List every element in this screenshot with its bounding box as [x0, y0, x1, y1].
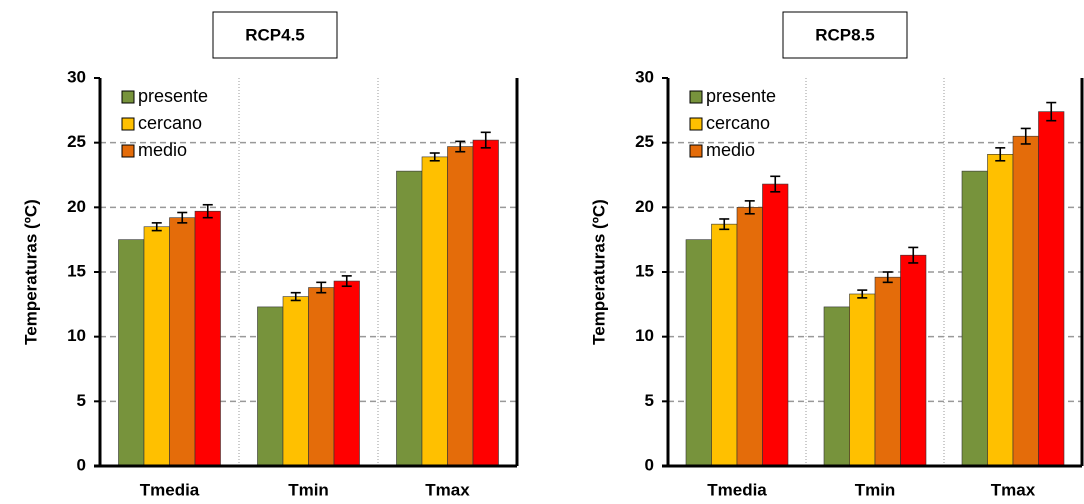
- legend-swatch: [121, 90, 135, 104]
- error-bar: [480, 131, 491, 149]
- error-bar: [857, 289, 868, 299]
- chart: RCP4.5 Temperaturas (ºC) 0 5 10 15 20 25 30 Tmedi…: [21, 11, 519, 499]
- error-bar: [770, 175, 781, 193]
- y-tick-label: 25: [67, 132, 86, 151]
- x-tick-label: Tmax: [991, 480, 1036, 499]
- error-bar: [177, 211, 188, 224]
- bar: [169, 217, 196, 467]
- bar: [421, 156, 448, 467]
- bar: [143, 226, 170, 467]
- bar: [282, 296, 309, 467]
- error-bar: [151, 222, 162, 232]
- y-tick-label: 20: [67, 197, 86, 216]
- y-tick-label: 0: [645, 455, 654, 474]
- chart: RCP8.5 Temperaturas (ºC) 0 5 10 15 20 25 30 Tmedi…: [589, 11, 1084, 499]
- bar: [257, 306, 284, 467]
- error-bar: [429, 152, 440, 162]
- chart-title: RCP4.5: [245, 25, 305, 44]
- legend-label: medio: [706, 140, 755, 160]
- y-axis-label: Temperaturas (ºC): [589, 199, 608, 345]
- error-bar: [908, 246, 919, 264]
- bar: [396, 170, 423, 467]
- bar: [823, 306, 850, 467]
- error-bar: [455, 140, 466, 153]
- legend-label: medio: [138, 140, 187, 160]
- legend-label: cercano: [706, 113, 770, 133]
- bar: [711, 223, 738, 467]
- bar: [874, 276, 901, 467]
- error-bar: [290, 291, 301, 302]
- error-bar: [202, 203, 213, 219]
- bar: [961, 170, 988, 467]
- legend-label: cercano: [138, 113, 202, 133]
- y-tick-label: 30: [67, 67, 86, 86]
- bar: [118, 239, 145, 467]
- chart-title: RCP8.5: [815, 25, 875, 44]
- legend-swatch: [689, 117, 703, 131]
- x-tick-label: Tmedia: [140, 480, 200, 499]
- y-tick-label: 0: [77, 455, 86, 474]
- error-bar: [1046, 101, 1057, 122]
- legend-label: presente: [138, 86, 208, 106]
- bar: [1012, 135, 1039, 467]
- error-bar: [719, 218, 730, 231]
- y-tick-label: 10: [67, 326, 86, 345]
- bar: [447, 146, 474, 467]
- legend-label: presente: [706, 86, 776, 106]
- y-axis-label: Temperaturas (ºC): [21, 199, 40, 345]
- legend-swatch: [689, 90, 703, 104]
- x-tick-label: Tmin: [855, 480, 896, 499]
- bar: [685, 239, 712, 467]
- bar: [849, 293, 876, 467]
- bar: [472, 139, 499, 467]
- x-tick-label: Tmax: [425, 480, 470, 499]
- y-tick-label: 20: [635, 197, 654, 216]
- bar: [762, 183, 789, 467]
- x-tick-label: Tmedia: [707, 480, 767, 499]
- bar: [1038, 111, 1065, 467]
- bar: [333, 280, 360, 467]
- y-tick-label: 30: [635, 67, 654, 86]
- y-tick-label: 10: [635, 326, 654, 345]
- bar: [308, 287, 335, 467]
- y-tick-label: 5: [645, 391, 654, 410]
- y-tick-label: 5: [77, 391, 86, 410]
- error-bar: [744, 200, 755, 215]
- error-bar: [995, 147, 1006, 162]
- error-bar: [882, 271, 893, 284]
- bar: [900, 254, 927, 467]
- legend-swatch: [689, 144, 703, 158]
- title-box: [782, 11, 908, 59]
- title-box: [212, 11, 338, 59]
- error-bar: [341, 275, 352, 288]
- bar: [194, 210, 221, 467]
- legend-swatch: [121, 117, 135, 131]
- bar: [736, 207, 763, 467]
- error-bar: [1020, 127, 1031, 145]
- error-bar: [316, 281, 327, 294]
- y-tick-label: 15: [67, 261, 86, 280]
- legend-swatch: [121, 144, 135, 158]
- bar: [987, 154, 1014, 467]
- y-tick-label: 25: [635, 132, 654, 151]
- x-tick-label: Tmin: [288, 480, 329, 499]
- y-tick-label: 15: [635, 261, 654, 280]
